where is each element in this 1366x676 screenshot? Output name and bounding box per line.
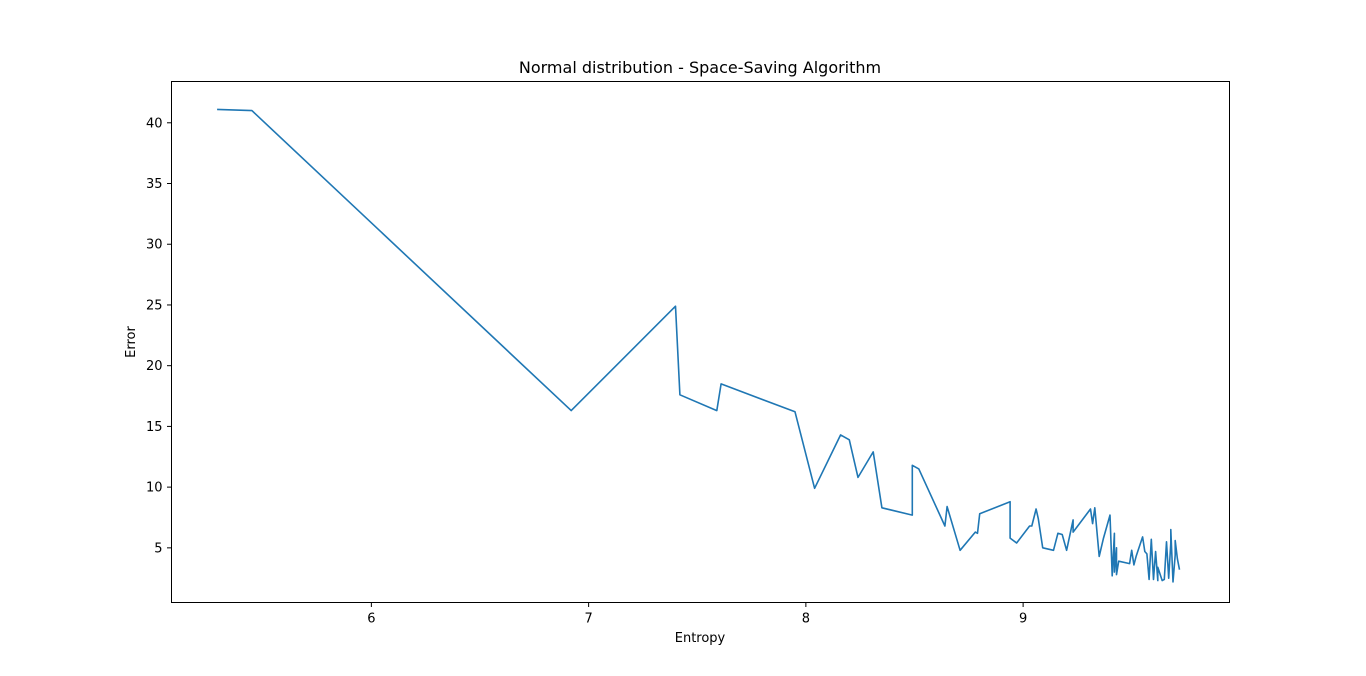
y-axis-ticks: 5 10 15 20 25 30 35 40 <box>146 116 172 556</box>
chart-title: Normal distribution - Space-Saving Algor… <box>519 58 881 77</box>
y-axis-label: Error <box>124 326 139 358</box>
x-tick-label: 7 <box>584 612 592 627</box>
x-tick-label: 6 <box>367 612 375 627</box>
x-tick-label: 8 <box>802 612 810 627</box>
x-tick-label: 9 <box>1019 612 1027 627</box>
y-tick-label: 40 <box>146 116 163 131</box>
y-tick-label: 35 <box>146 177 163 192</box>
x-axis-ticks: 6 7 8 9 <box>367 602 1027 627</box>
y-tick-label: 30 <box>146 238 163 253</box>
plot-area <box>217 108 1181 583</box>
y-tick-label: 20 <box>146 359 163 374</box>
y-tick-label: 5 <box>154 541 162 556</box>
series-line-1 <box>217 108 1181 583</box>
axes-frame <box>171 81 1230 603</box>
y-tick-label: 25 <box>146 298 163 313</box>
x-axis-label: Entropy <box>675 631 726 646</box>
y-tick-label: 10 <box>146 481 163 496</box>
y-tick-label: 15 <box>146 420 163 435</box>
